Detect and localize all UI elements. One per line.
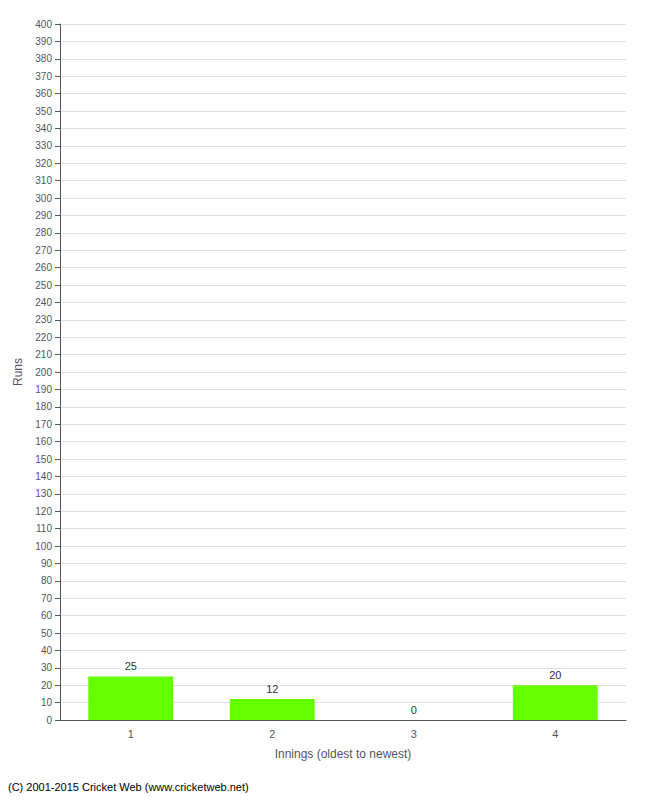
svg-text:4: 4 <box>552 728 558 740</box>
svg-text:130: 130 <box>35 488 52 499</box>
svg-text:12: 12 <box>266 683 278 695</box>
svg-text:80: 80 <box>41 575 53 586</box>
svg-text:190: 190 <box>35 384 52 395</box>
svg-text:390: 390 <box>35 36 52 47</box>
svg-text:300: 300 <box>35 193 52 204</box>
svg-text:0: 0 <box>46 715 52 726</box>
svg-text:20: 20 <box>549 669 561 681</box>
svg-text:260: 260 <box>35 262 52 273</box>
svg-text:10: 10 <box>41 697 53 708</box>
svg-text:170: 170 <box>35 419 52 430</box>
svg-text:50: 50 <box>41 628 53 639</box>
svg-text:160: 160 <box>35 436 52 447</box>
svg-text:Innings (oldest to newest): Innings (oldest to newest) <box>275 747 412 761</box>
svg-text:40: 40 <box>41 645 53 656</box>
svg-text:350: 350 <box>35 106 52 117</box>
svg-text:200: 200 <box>35 367 52 378</box>
svg-text:230: 230 <box>35 314 52 325</box>
svg-text:330: 330 <box>35 140 52 151</box>
svg-text:(C) 2001-2015 Cricket Web (www: (C) 2001-2015 Cricket Web (www.cricketwe… <box>8 781 249 793</box>
svg-text:380: 380 <box>35 53 52 64</box>
svg-text:310: 310 <box>35 175 52 186</box>
svg-text:1: 1 <box>128 728 134 740</box>
svg-text:400: 400 <box>35 19 52 30</box>
svg-text:120: 120 <box>35 506 52 517</box>
svg-text:210: 210 <box>35 349 52 360</box>
svg-text:20: 20 <box>41 680 53 691</box>
svg-text:150: 150 <box>35 454 52 465</box>
svg-text:360: 360 <box>35 88 52 99</box>
svg-text:100: 100 <box>35 541 52 552</box>
svg-text:3: 3 <box>411 728 417 740</box>
svg-text:370: 370 <box>35 71 52 82</box>
svg-text:340: 340 <box>35 123 52 134</box>
svg-text:25: 25 <box>125 660 137 672</box>
svg-text:60: 60 <box>41 610 53 621</box>
svg-text:90: 90 <box>41 558 53 569</box>
svg-text:2: 2 <box>269 728 275 740</box>
svg-text:280: 280 <box>35 227 52 238</box>
svg-text:320: 320 <box>35 158 52 169</box>
svg-text:220: 220 <box>35 332 52 343</box>
svg-text:180: 180 <box>35 401 52 412</box>
svg-text:30: 30 <box>41 662 53 673</box>
svg-text:0: 0 <box>411 704 417 716</box>
svg-text:110: 110 <box>36 523 52 534</box>
svg-text:270: 270 <box>35 245 52 256</box>
svg-text:250: 250 <box>35 280 52 291</box>
svg-text:140: 140 <box>35 471 52 482</box>
svg-text:70: 70 <box>41 593 53 604</box>
svg-text:Runs: Runs <box>11 358 25 386</box>
svg-text:240: 240 <box>35 297 52 308</box>
svg-text:290: 290 <box>35 210 52 221</box>
